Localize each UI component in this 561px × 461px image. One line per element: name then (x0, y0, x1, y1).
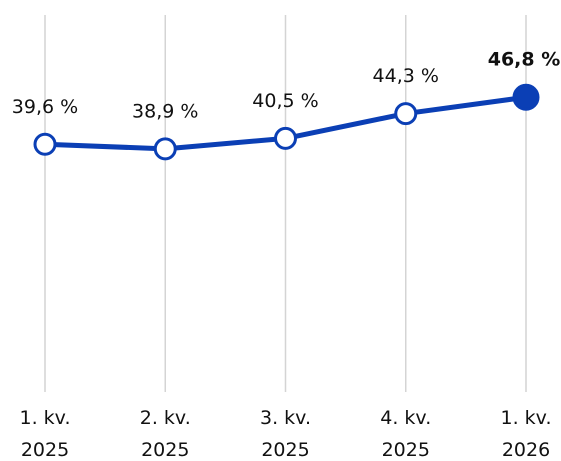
value-label: 46,8 % (488, 49, 561, 71)
value-label: 40,5 % (252, 90, 318, 112)
point (394, 102, 418, 126)
point (33, 132, 57, 156)
x-tick-label: 2. kv. 2025 (140, 407, 191, 461)
point (153, 137, 177, 161)
point (274, 126, 297, 150)
x-tick-label: 1. kv. 2025 (20, 407, 71, 461)
x-tick-label: 4. kv. 2025 (380, 407, 431, 461)
value-label: 39,6 % (12, 96, 78, 118)
x-tick-label: 1. kv. 2026 (501, 407, 552, 461)
point (512, 83, 540, 111)
value-label: 44,3 % (373, 65, 439, 87)
x-tick-label: 3. kv. 2025 (260, 407, 311, 461)
value-label: 38,9 % (132, 100, 198, 122)
